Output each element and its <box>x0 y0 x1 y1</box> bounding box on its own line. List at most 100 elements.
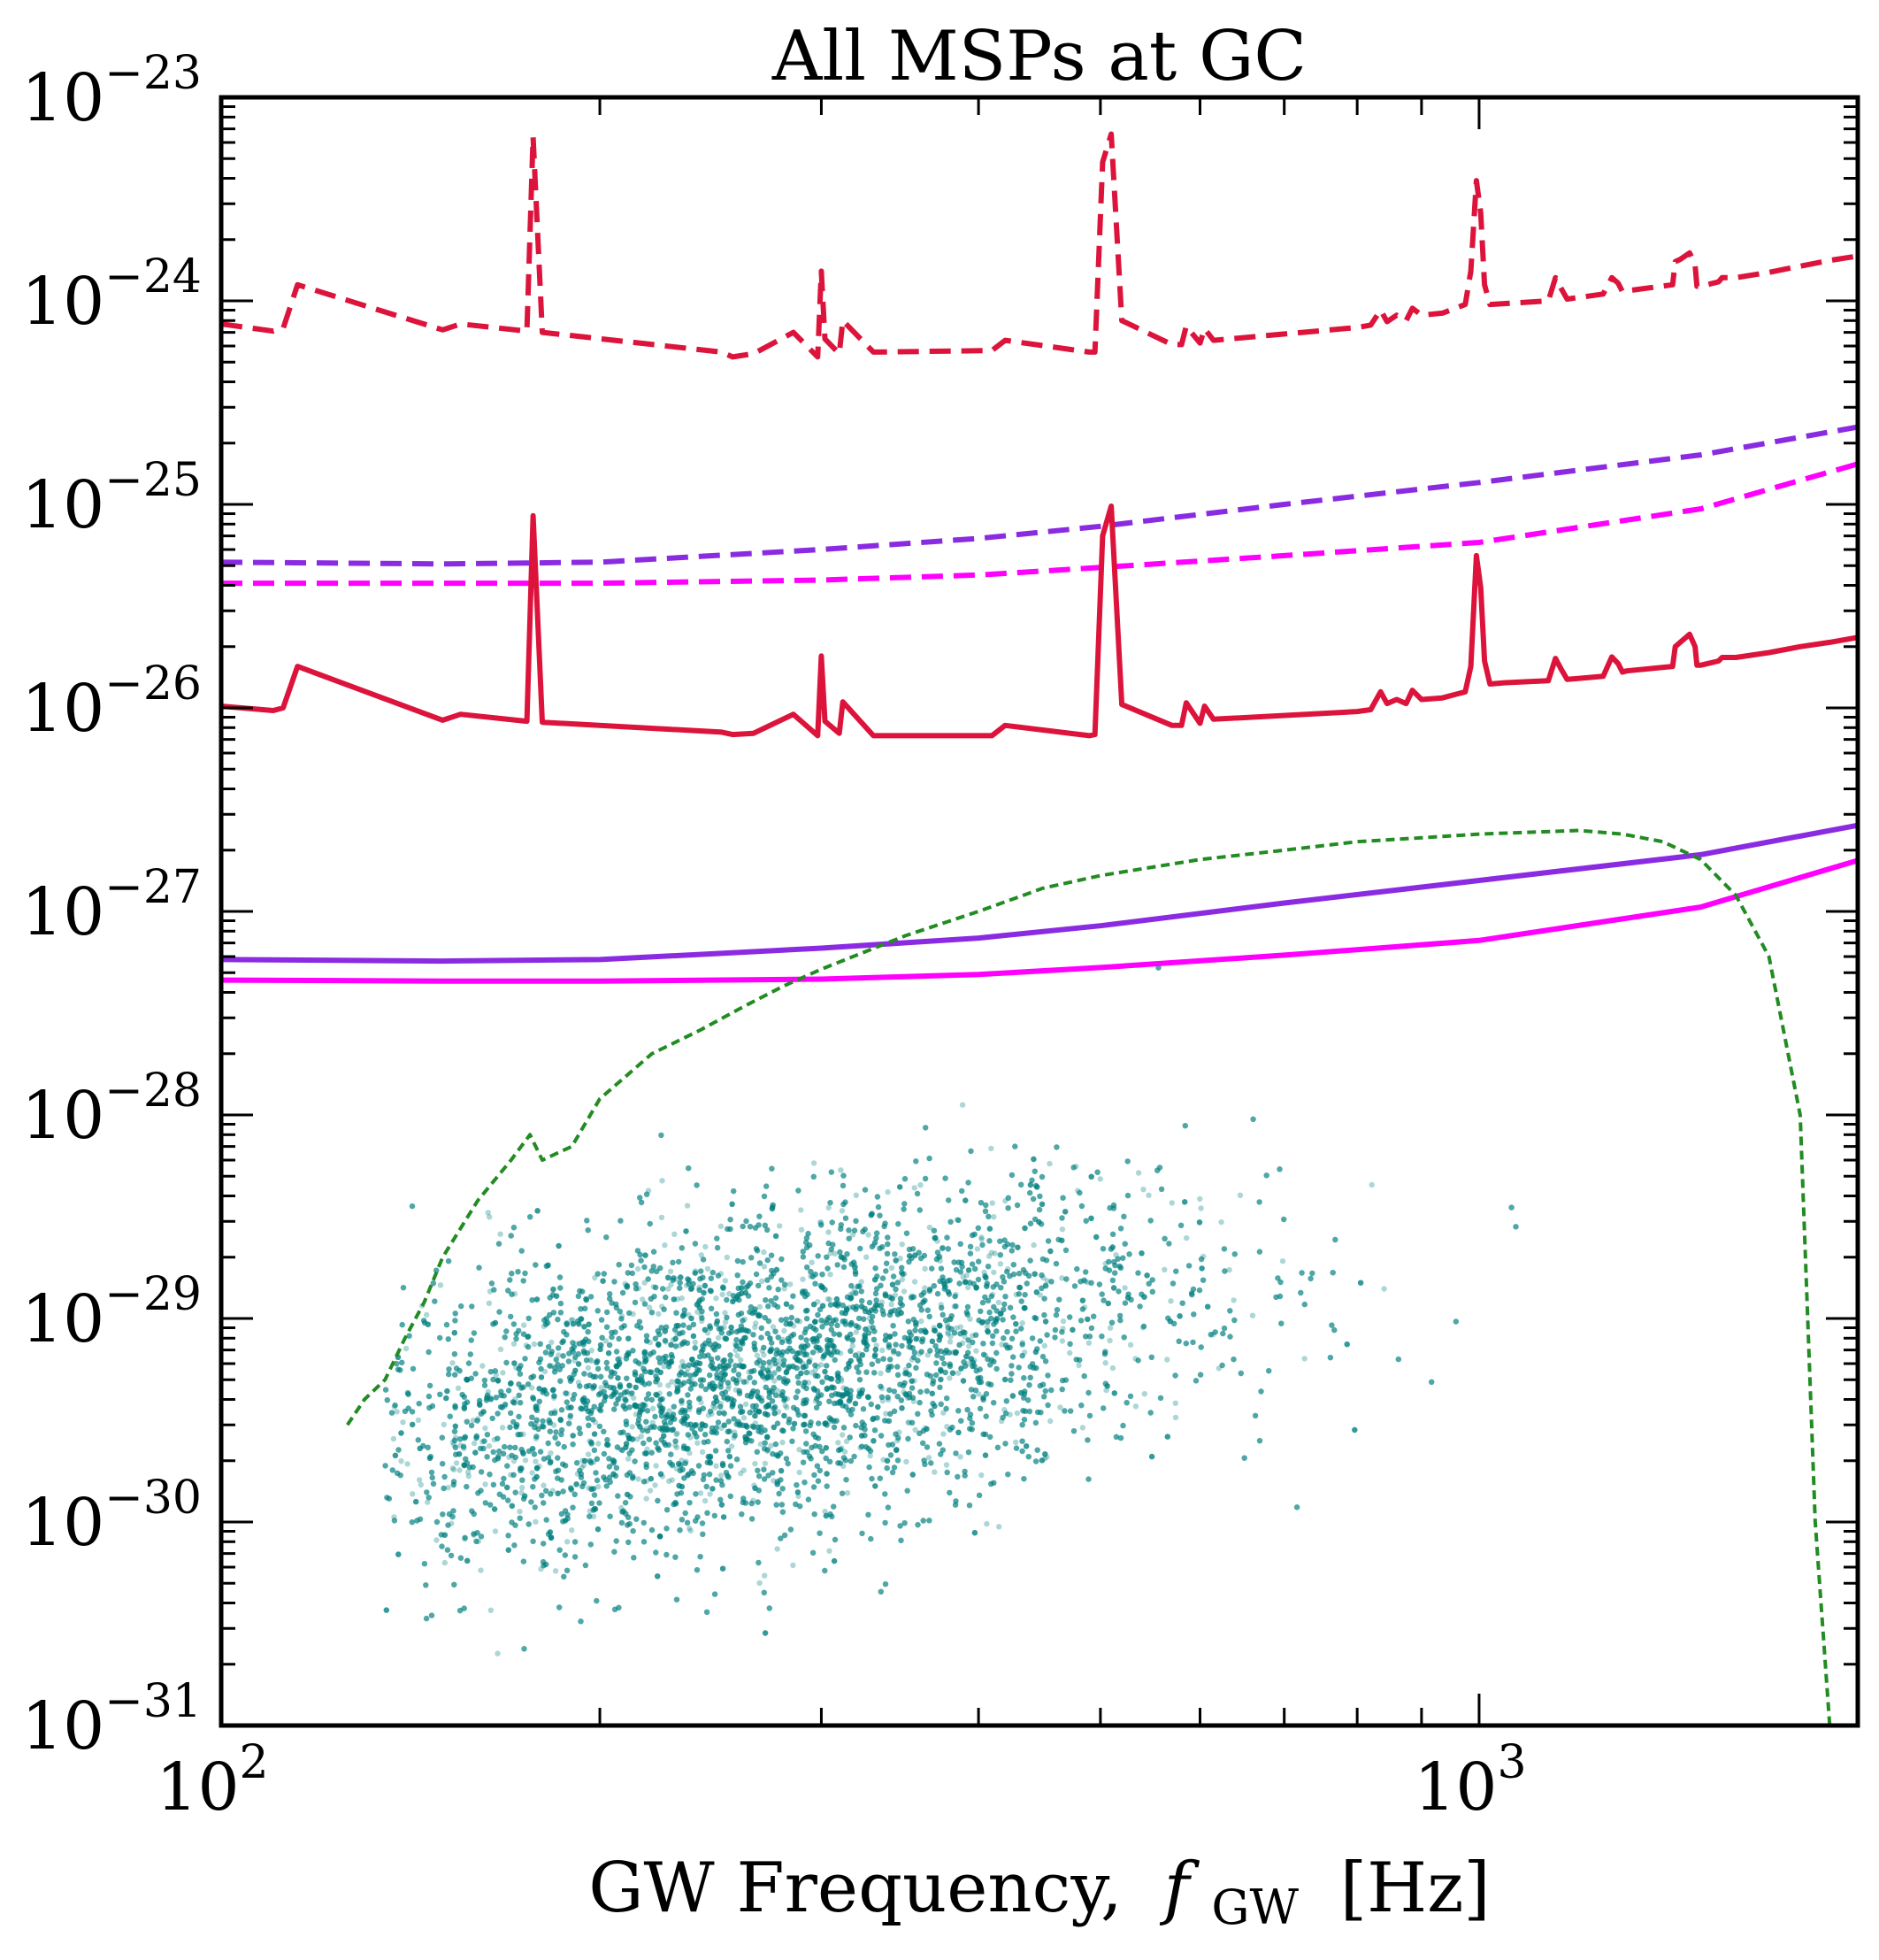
scatter-point <box>738 1357 744 1364</box>
scatter-point <box>472 1449 479 1456</box>
scatter-point <box>1005 1265 1011 1272</box>
scatter-point <box>890 1349 897 1356</box>
scatter-point <box>732 1347 739 1354</box>
scatter-point <box>714 1318 720 1325</box>
scatter-point <box>673 1276 679 1282</box>
scatter-point <box>1218 1218 1224 1226</box>
scatter-point <box>546 1419 552 1426</box>
scatter-point <box>674 1296 680 1303</box>
scatter-point <box>510 1457 518 1464</box>
scatter-point <box>1037 1292 1043 1298</box>
scatter-point <box>569 1527 575 1533</box>
scatter-point <box>410 1491 416 1497</box>
scatter-point <box>840 1432 846 1438</box>
scatter-point <box>841 1449 848 1455</box>
scatter-point <box>911 1185 917 1191</box>
scatter-point <box>732 1429 738 1435</box>
scatter-point <box>847 1357 854 1364</box>
scatter-point <box>782 1403 788 1409</box>
scatter-point <box>966 1343 972 1349</box>
scatter-point <box>839 1378 845 1384</box>
scatter-point <box>771 1369 778 1376</box>
scatter-point <box>907 1337 913 1344</box>
scatter-point <box>457 1442 464 1449</box>
scatter-point <box>988 1145 994 1152</box>
scatter-point <box>425 1499 431 1505</box>
scatter-point <box>779 1439 786 1446</box>
scatter-point <box>533 1518 539 1526</box>
scatter-point <box>548 1363 555 1369</box>
scatter-point <box>1139 1325 1147 1331</box>
scatter-point <box>742 1436 749 1442</box>
scatter-point <box>1177 1313 1183 1319</box>
scatter-point <box>1059 1237 1065 1244</box>
scatter-point <box>986 1226 993 1232</box>
scatter-point <box>471 1440 478 1447</box>
scatter-point <box>937 1334 944 1340</box>
scatter-point <box>721 1324 727 1331</box>
scatter-point <box>1357 1280 1364 1286</box>
scatter-point <box>757 1362 763 1369</box>
scatter-point <box>905 1419 911 1426</box>
scatter-point <box>784 1395 791 1403</box>
scatter-point <box>999 1341 1005 1348</box>
scatter-point <box>778 1393 784 1399</box>
scatter-point <box>475 1538 481 1545</box>
scatter-point <box>970 1333 976 1339</box>
scatter-point <box>827 1385 834 1392</box>
scatter-point <box>863 1254 870 1260</box>
scatter-point <box>656 1533 663 1540</box>
scatter-point <box>492 1528 499 1534</box>
scatter-point <box>702 1243 709 1250</box>
scatter-point <box>449 1465 456 1472</box>
scatter-point <box>487 1395 493 1401</box>
scatter-point <box>663 1339 669 1345</box>
scatter-point <box>717 1271 725 1277</box>
scatter-point <box>686 1406 693 1413</box>
scatter-point <box>717 1375 724 1381</box>
scatter-point <box>647 1487 654 1494</box>
scatter-point <box>702 1497 709 1504</box>
scatter-point <box>545 1262 551 1269</box>
scatter-point <box>728 1443 735 1449</box>
scatter-point <box>1216 1365 1223 1372</box>
scatter-point <box>687 1527 694 1534</box>
scatter-point <box>450 1441 457 1448</box>
scatter-point <box>855 1350 863 1357</box>
scatter-point <box>968 1356 975 1362</box>
scatter-point <box>522 1457 529 1464</box>
scatter-point <box>748 1394 755 1400</box>
scatter-point <box>880 1457 886 1463</box>
scatter-point <box>883 1410 889 1417</box>
scatter-point <box>1019 1340 1026 1346</box>
scatter-point <box>1249 1312 1256 1318</box>
scatter-point <box>692 1268 699 1274</box>
scatter-point <box>568 1317 574 1324</box>
scatter-point <box>899 1276 906 1283</box>
scatter-point <box>902 1366 909 1373</box>
scatter-point <box>1097 1176 1104 1182</box>
scatter-point <box>732 1387 740 1393</box>
scatter-point <box>829 1337 835 1344</box>
scatter-point <box>1200 1253 1207 1260</box>
scatter-point <box>499 1425 506 1431</box>
scatter-point <box>633 1384 639 1391</box>
scatter-point <box>495 1650 501 1656</box>
scatter-point <box>775 1409 782 1415</box>
scatter-point <box>461 1462 467 1468</box>
scatter-point <box>673 1381 679 1388</box>
scatter-point <box>626 1383 633 1389</box>
scatter-point <box>590 1513 597 1520</box>
scatter-point <box>551 1395 557 1402</box>
scatter-point <box>1047 1418 1054 1425</box>
scatter-point <box>753 1320 759 1326</box>
scatter-point <box>826 1339 832 1346</box>
scatter-point <box>1042 1318 1049 1325</box>
scatter-point <box>633 1411 640 1418</box>
scatter-point <box>746 1369 752 1375</box>
scatter-point <box>548 1339 555 1346</box>
scatter-point <box>940 1244 947 1251</box>
scatter-point <box>580 1462 587 1469</box>
scatter-point <box>947 1334 954 1340</box>
scatter-point <box>843 1438 850 1445</box>
